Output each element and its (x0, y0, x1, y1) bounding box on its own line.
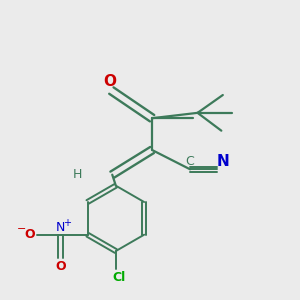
Text: O: O (24, 228, 35, 241)
Text: N: N (216, 154, 229, 169)
Text: C: C (186, 155, 194, 168)
Text: O: O (56, 260, 66, 273)
Text: +: + (63, 218, 71, 228)
Text: H: H (73, 168, 82, 181)
Text: N: N (56, 221, 65, 234)
Text: Cl: Cl (112, 271, 125, 284)
Text: O: O (103, 74, 116, 89)
Text: −: − (17, 224, 26, 234)
